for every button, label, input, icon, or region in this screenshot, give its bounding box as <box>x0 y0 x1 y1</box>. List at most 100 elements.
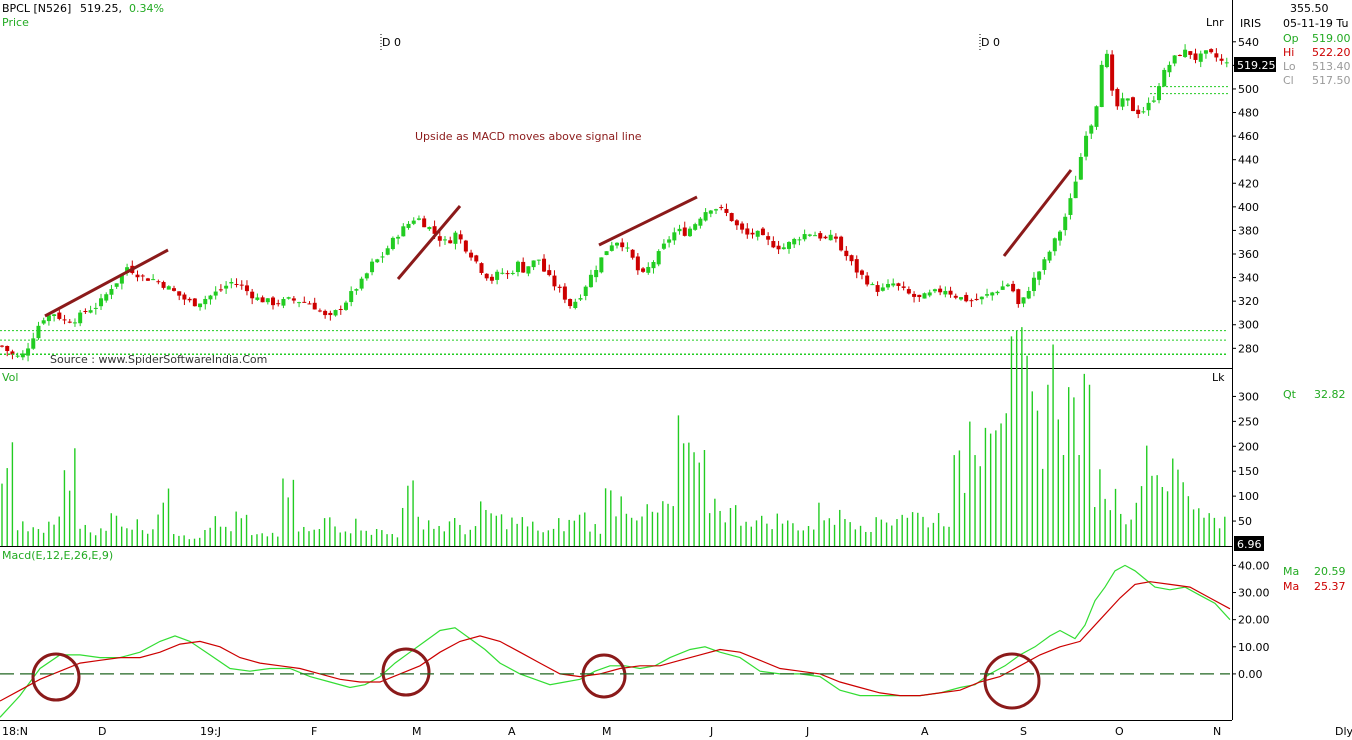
candle-body <box>943 290 948 295</box>
candle-body <box>912 293 917 297</box>
candle-body <box>416 218 421 220</box>
crossover-circle <box>581 653 627 699</box>
macd-tick-label: 30.00 <box>1238 587 1270 600</box>
candle-body <box>651 262 656 269</box>
x-axis-label: J <box>805 725 809 738</box>
candle-body <box>333 310 338 316</box>
candle-body <box>531 260 536 268</box>
candle-body <box>166 286 171 290</box>
candle-body <box>156 281 161 283</box>
candle-body <box>740 223 745 230</box>
candle-body <box>484 273 489 279</box>
candle-body <box>52 314 57 316</box>
macd-tick-label: 20.00 <box>1238 614 1270 627</box>
period-label[interactable]: Dly <box>1335 725 1352 738</box>
candle-body <box>125 267 130 273</box>
candle-body <box>667 239 672 243</box>
candle-body <box>114 283 119 287</box>
candle-body <box>677 228 682 232</box>
candle-body <box>1110 54 1115 91</box>
candle-body <box>307 303 312 305</box>
candle-body <box>693 224 698 230</box>
candle-body <box>833 236 838 239</box>
candle-body <box>229 281 234 284</box>
x-axis-label: D <box>98 725 106 738</box>
change-percent: 0.34% <box>129 2 164 15</box>
ohlc-low-value: 513.40 <box>1312 60 1351 73</box>
price-tick-label: 500 <box>1238 83 1259 96</box>
volume-tick-label: 200 <box>1238 440 1259 453</box>
candle-body <box>604 251 609 256</box>
candle-body <box>880 287 885 291</box>
candle-body <box>969 300 974 302</box>
price-tick-label: 320 <box>1238 295 1259 308</box>
candle-body <box>140 275 145 277</box>
candle-body <box>1011 283 1016 292</box>
scale-mode[interactable]: Lnr <box>1206 16 1224 29</box>
candle-body <box>1167 64 1172 73</box>
candle-body <box>1219 58 1224 61</box>
symbol-label: BPCL [N526] <box>2 2 71 15</box>
candle-body <box>328 312 333 316</box>
candle-body <box>958 297 963 300</box>
candle-body <box>964 294 969 302</box>
source-credit: Source : www.SpiderSoftwareIndia.Com <box>50 353 267 366</box>
candle-body <box>297 302 302 304</box>
candle-body <box>495 271 500 280</box>
candle-body <box>818 233 823 239</box>
candle-body <box>1084 135 1089 157</box>
candle-body <box>526 266 531 274</box>
x-axis-label: 19:J <box>200 725 221 738</box>
candle-body <box>854 259 859 273</box>
price-tick-label: 400 <box>1238 201 1259 214</box>
candle-body <box>917 294 922 298</box>
candle-body <box>760 228 765 236</box>
volume-tick-label: 150 <box>1238 465 1259 478</box>
candle-body <box>823 236 828 239</box>
x-axis-label: A <box>921 725 929 738</box>
macd-ma1-label: Ma <box>1283 565 1299 578</box>
candle-body <box>1052 238 1057 252</box>
candle-body <box>265 298 270 303</box>
candle-body <box>192 298 197 307</box>
vendor-label: IRIS <box>1240 17 1261 30</box>
price-tick-label: 300 <box>1238 319 1259 332</box>
candle-body <box>745 228 750 235</box>
candle-body <box>906 289 911 294</box>
candle-body <box>932 289 937 292</box>
candle-body <box>78 312 83 324</box>
candle-body <box>1177 54 1182 56</box>
candle-body <box>291 298 296 301</box>
candle-body <box>1136 109 1141 115</box>
candle-body <box>67 321 72 323</box>
candle-body <box>985 294 990 296</box>
candle-body <box>1073 181 1078 199</box>
candle-body <box>615 242 619 246</box>
candle-body <box>62 319 67 321</box>
candle-body <box>109 288 114 295</box>
candle-body <box>41 320 46 324</box>
candle-body <box>802 234 807 240</box>
date-label: 05-11-19 Tu <box>1283 17 1348 30</box>
candle-body <box>57 312 62 319</box>
candle-body <box>1162 69 1167 87</box>
candle-body <box>349 291 354 303</box>
candle-body <box>870 284 875 286</box>
candle-body <box>343 302 348 310</box>
candle-body <box>859 270 864 275</box>
candle-body <box>224 285 229 289</box>
candle-body <box>208 295 213 300</box>
volume-panel-label: Vol <box>2 371 18 384</box>
candle-body <box>922 293 927 299</box>
ohlc-open-label: Op <box>1283 32 1299 45</box>
x-axis-label: O <box>1115 725 1124 738</box>
candle-body <box>1099 64 1104 108</box>
macd-line <box>0 564 1231 718</box>
macd-panel-label: Macd(E,12,E,26,E,9) <box>2 549 113 562</box>
candle-body <box>359 278 364 289</box>
candle-body <box>630 249 635 258</box>
candle-body <box>5 345 10 352</box>
price-tick-label: 540 <box>1238 36 1259 49</box>
candle-body <box>1157 86 1162 101</box>
candle-body <box>453 232 458 244</box>
